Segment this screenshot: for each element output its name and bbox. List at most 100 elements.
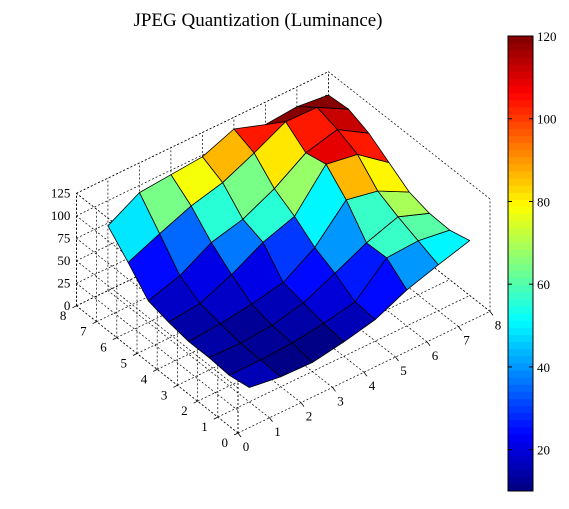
x-tick-label: 4: [369, 378, 376, 393]
x-tick-mark: [426, 341, 431, 347]
colorbar-segment: [508, 171, 533, 179]
colorbar-segment: [508, 78, 533, 87]
colorbar-segment: [508, 306, 533, 314]
colorbar-segment: [508, 441, 533, 449]
z-tick-label: 25: [57, 275, 70, 290]
y-tick-mark: [112, 337, 117, 340]
colorbar-segment: [508, 320, 533, 328]
grid-line: [237, 311, 491, 434]
colorbar-segment: [508, 427, 533, 435]
colorbar-segment: [508, 448, 533, 456]
x-tick-mark: [395, 356, 399, 362]
colorbar-segment: [508, 206, 533, 215]
colorbar-segment: [508, 277, 533, 286]
y-tick-label: 6: [100, 340, 107, 355]
colorbar-segment: [508, 235, 533, 243]
colorbar-segment: [508, 99, 533, 108]
colorbar-tick-label: 120: [537, 29, 557, 44]
colorbar-segment: [508, 419, 533, 428]
x-tick-mark: [458, 326, 462, 331]
x-tick-mark: [363, 371, 368, 377]
colorbar-segment: [508, 398, 533, 407]
grid-line: [197, 279, 450, 402]
colorbar-segment: [508, 469, 533, 478]
surface-patch: [107, 192, 161, 263]
y-tick-mark: [72, 305, 77, 309]
x-tick-label: 8: [495, 317, 502, 332]
colorbar-segment: [508, 334, 533, 343]
colorbar-segment: [508, 249, 533, 257]
colorbar-segment: [508, 220, 533, 229]
colorbar-segment: [508, 178, 533, 186]
z-tick-label: 0: [64, 298, 71, 313]
y-tick-label: 7: [80, 324, 87, 339]
y-tick-label: 0: [222, 435, 229, 450]
colorbar-segment: [508, 121, 533, 129]
x-tick-mark: [300, 402, 305, 407]
colorbar-segment: [508, 434, 533, 442]
y-tick-label: 5: [121, 356, 128, 371]
x-tick-label: 3: [337, 393, 344, 408]
x-tick-label: 1: [274, 424, 281, 439]
colorbar-segment: [508, 263, 533, 272]
colorbar-segment: [508, 299, 533, 307]
colorbar-segment: [508, 213, 533, 222]
colorbar-segment: [508, 92, 533, 101]
y-tick-label: 1: [201, 419, 208, 434]
y-tick-label: 4: [141, 371, 148, 386]
colorbar-segment: [508, 412, 533, 421]
x-tick-label: 5: [400, 363, 407, 378]
colorbar-segment: [508, 185, 533, 193]
colorbar-segment: [508, 156, 533, 165]
colorbar-segment: [508, 405, 533, 414]
colorbar-segment: [508, 64, 533, 72]
x-tick-mark: [332, 387, 336, 392]
x-tick-label: 0: [243, 439, 250, 454]
colorbar-segment: [508, 128, 533, 136]
colorbar-segment: [508, 455, 533, 463]
y-tick-label: 2: [181, 403, 188, 418]
colorbar-tick-label: 100: [537, 112, 557, 127]
colorbar-segment: [508, 377, 533, 385]
colorbar-segment: [508, 291, 533, 300]
z-tick-label: 125: [51, 185, 71, 200]
colorbar-segment: [508, 270, 533, 279]
colorbar-segment: [508, 43, 533, 51]
colorbar-tick-label: 60: [537, 277, 550, 292]
colorbar-segment: [508, 462, 533, 471]
colorbar-tick-label: 40: [537, 360, 550, 375]
x-tick-mark: [237, 432, 242, 438]
colorbar-segment: [508, 284, 533, 293]
colorbar-segment: [508, 476, 533, 485]
y-tick-label: 3: [161, 387, 168, 402]
colorbar-segment: [508, 114, 533, 122]
grid-line: [217, 295, 470, 418]
colorbar-segment: [508, 199, 533, 208]
y-tick-label: 8: [60, 308, 67, 323]
colorbar-segment: [508, 391, 533, 399]
colorbar-segment: [508, 57, 533, 65]
colorbar-segment: [508, 71, 533, 80]
y-tick-mark: [132, 353, 138, 356]
colorbar-segment: [508, 227, 533, 236]
y-tick-mark: [213, 416, 218, 420]
colorbar-segment: [508, 149, 533, 158]
x-tick-label: 7: [463, 333, 470, 348]
chart-title: JPEG Quantization (Luminance): [133, 10, 382, 31]
z-tick-label: 100: [51, 208, 71, 223]
grid-line: [76, 71, 329, 194]
colorbar-segment: [508, 348, 533, 357]
colorbar-segment: [508, 363, 533, 371]
y-tick-mark: [92, 321, 97, 325]
colorbar-segment: [508, 163, 533, 172]
x-tick-label: 2: [306, 409, 313, 424]
colorbar-segment: [508, 370, 533, 378]
colorbar-segment: [508, 36, 533, 44]
colorbar-segment: [508, 327, 533, 335]
z-tick-label: 50: [57, 253, 70, 268]
colorbar-segment: [508, 50, 533, 58]
colorbar-segment: [508, 341, 533, 350]
colorbar-tick-label: 80: [537, 194, 550, 209]
x-tick-mark: [489, 311, 494, 316]
